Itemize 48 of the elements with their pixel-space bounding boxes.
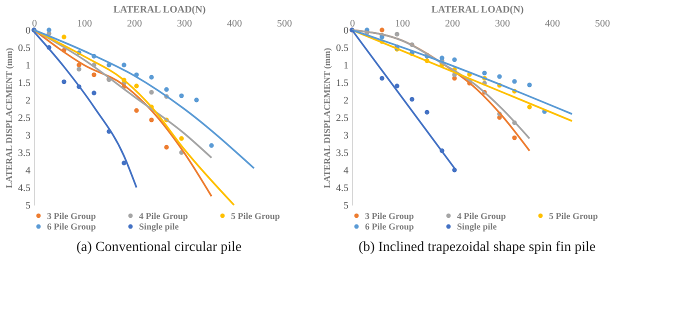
y-tick-label: 3: [344, 130, 348, 142]
y-tick-label: 5: [344, 200, 348, 212]
y-tick-label: 1.5: [336, 78, 348, 89]
y-tick-label: 4: [344, 166, 348, 176]
legend-label: 4 Pile Group: [139, 210, 188, 221]
y-tick-label: 0: [344, 26, 348, 36]
text: (a) Conventional circular pile: [76, 240, 242, 255]
y-tick-label: 4: [26, 166, 30, 176]
y-tick-label: 2.5: [18, 113, 30, 124]
y-tick-label: 0.5: [336, 43, 348, 54]
y-tick-label: 5: [26, 200, 30, 212]
y-tick-label: 1: [26, 60, 30, 72]
text: (b) Inclined trapezoidal shape spin fin pile: [358, 240, 596, 255]
legend-label: 3 Pile Group: [365, 210, 414, 221]
y-tick-label: 2.5: [336, 113, 348, 124]
legend-label: Single pile: [139, 222, 179, 232]
y-tick-label: 0: [26, 26, 30, 36]
y-axis-title: LATERAL DISPLACEMENT (mm): [4, 48, 14, 188]
y-tick-label: 2: [344, 96, 348, 106]
y-tick-label: 1: [344, 60, 348, 72]
y-axis-title: LATERAL DISPLACEMENT (mm): [322, 48, 332, 188]
legend-label: 5 Pile Group: [231, 210, 280, 221]
x-tick-label: 100: [395, 18, 410, 30]
y-tick-label: 3.5: [18, 148, 30, 159]
y-tick-label: 2: [26, 96, 30, 106]
y-tick-label: 3.5: [336, 148, 348, 159]
x-tick-label: 400: [227, 18, 242, 30]
x-tick-label: 300: [177, 18, 192, 30]
y-tick-label: 1.5: [18, 78, 30, 89]
x-axis-title: LATERAL LOAD(N): [113, 4, 206, 16]
x-tick-label: 400: [545, 18, 560, 30]
x-tick-label: 200: [445, 18, 460, 30]
x-tick-label: 100: [77, 18, 92, 30]
y-tick-label: 4.5: [336, 183, 348, 194]
legend-label: Single pile: [457, 222, 497, 232]
legend-label: 5 Pile Group: [549, 210, 598, 221]
x-tick-label: 500: [277, 18, 292, 30]
x-axis-title: LATERAL LOAD(N): [431, 4, 524, 16]
legend-label: 6 Pile Group: [47, 222, 96, 232]
x-tick-label: 300: [495, 18, 510, 30]
legend-label: 4 Pile Group: [457, 210, 506, 221]
y-tick-label: 3: [26, 130, 30, 142]
legend-label: 6 Pile Group: [365, 222, 414, 232]
y-tick-label: 4.5: [18, 183, 30, 194]
x-tick-label: 500: [595, 18, 610, 30]
legend-label: 3 Pile Group: [47, 210, 96, 221]
y-tick-label: 0.5: [18, 43, 30, 54]
x-tick-label: 200: [127, 18, 142, 30]
